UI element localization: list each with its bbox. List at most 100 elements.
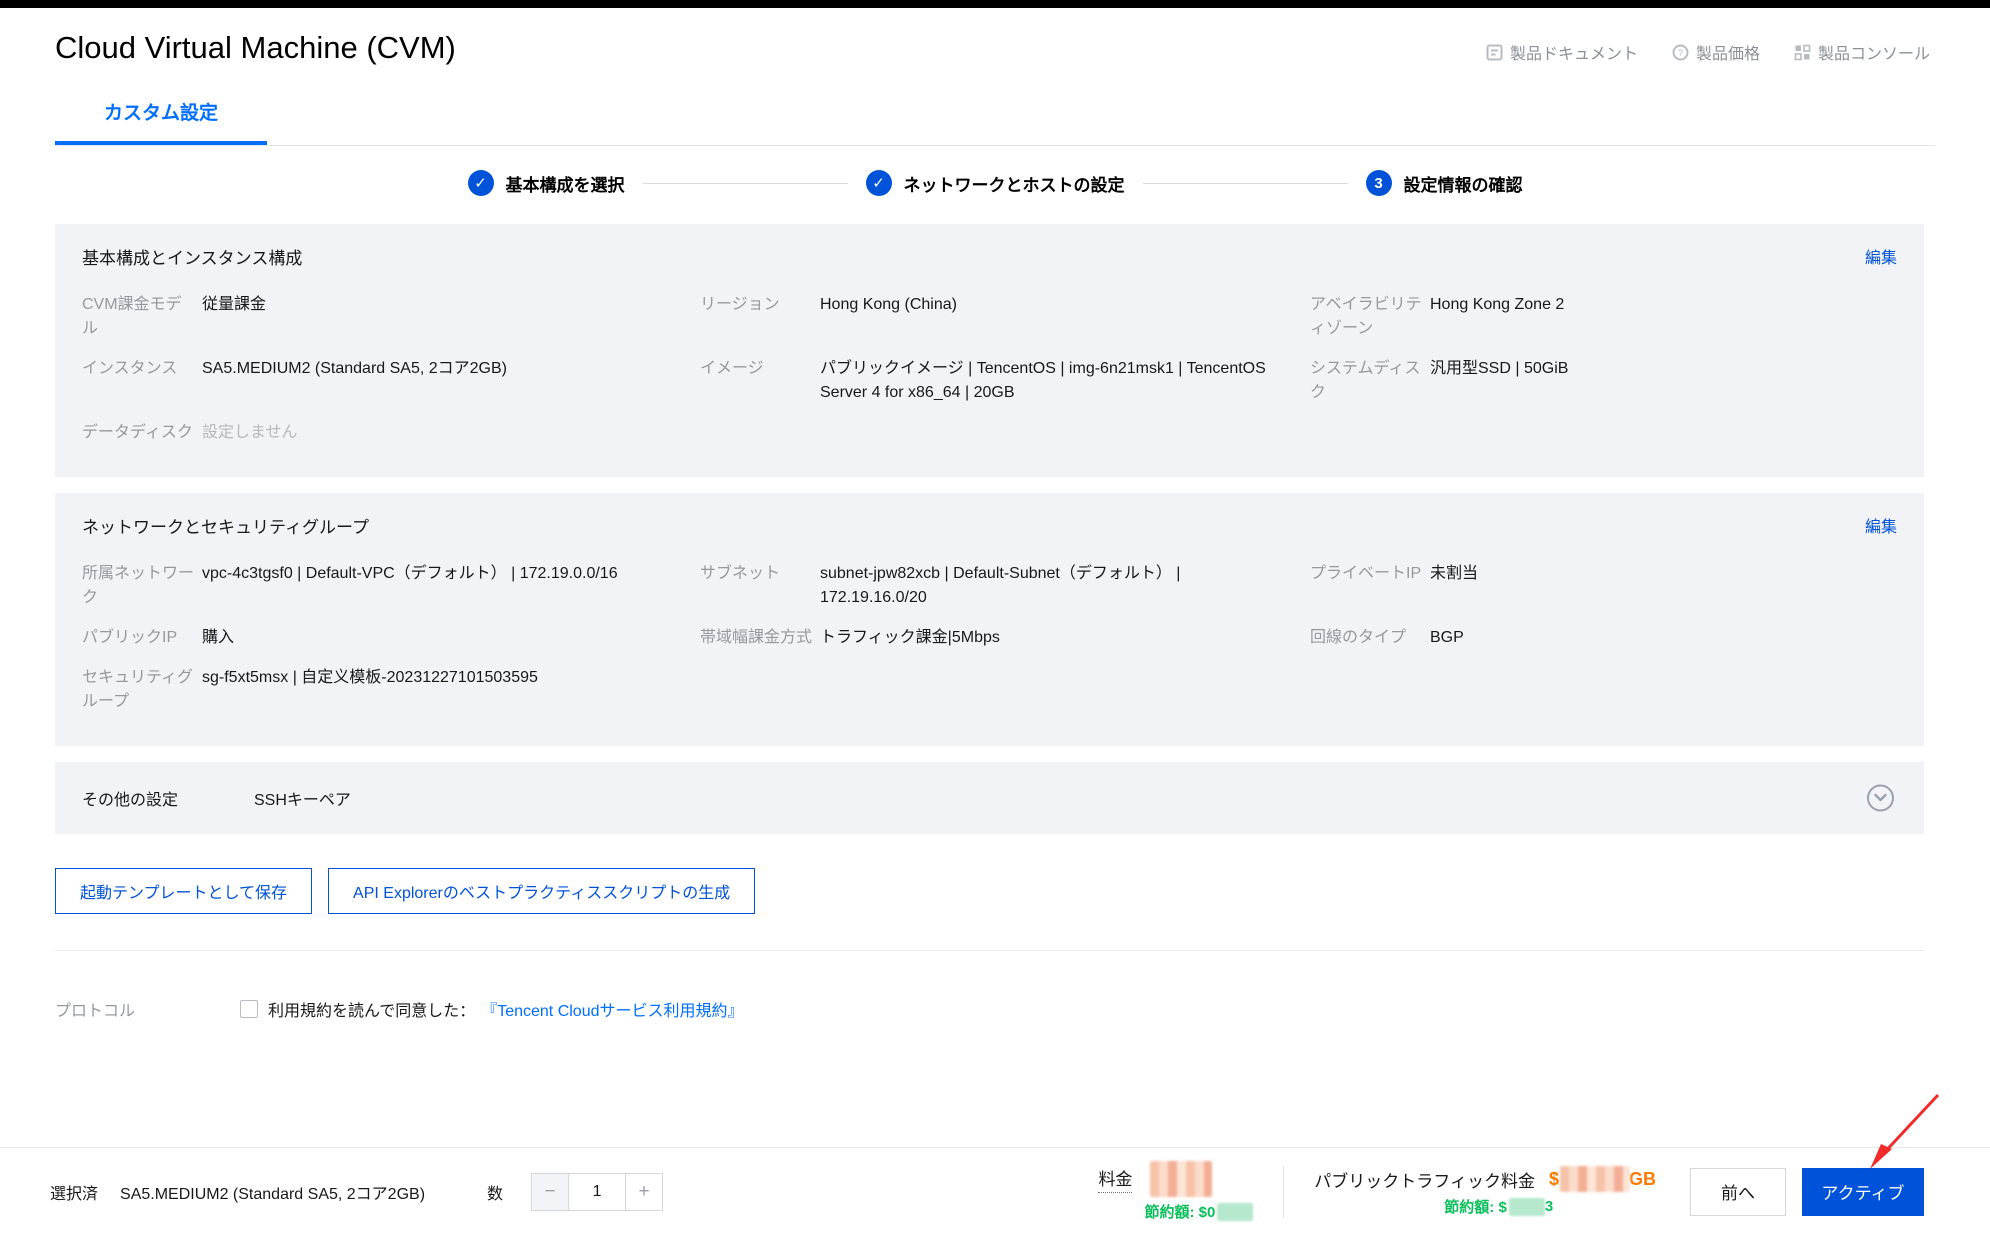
product-docs-link[interactable]: 製品ドキュメント — [1486, 40, 1638, 64]
quantity-input[interactable] — [569, 1172, 626, 1211]
save-launch-template-button[interactable]: 起動テンプレートとして保存 — [55, 868, 313, 914]
selected-instance-value: SA5.MEDIUM2 (Standard SA5, 2コア2GB) — [120, 1185, 426, 1203]
panel1-edit-link[interactable]: 編集 — [1864, 250, 1897, 267]
step3-label: 設定情報の確認 — [1403, 175, 1523, 195]
step-network-host: ✓ ネットワークとホストの設定 — [865, 170, 1125, 196]
panel2-title: ネットワークとセキュリティグループ — [82, 518, 369, 537]
console-grid-icon — [1794, 44, 1811, 61]
chevron-down-icon — [1874, 793, 1887, 803]
page-title: Cloud Virtual Machine (CVM) — [55, 30, 456, 65]
field-value-bandwidth-billing: トラフィック課金|5Mbps — [820, 629, 1000, 646]
footer-right-group: 料金 節約額: $0 パブリックトラフィック料金 $ /GB — [1098, 1161, 1924, 1222]
svg-text:?: ? — [1678, 48, 1683, 58]
step-basic-config: ✓ 基本構成を選択 — [467, 170, 625, 196]
previous-step-button[interactable]: 前へ — [1690, 1167, 1786, 1216]
field-value-image: パブリックイメージ | TencentOS | img-6n21msk1 | T… — [820, 360, 1266, 401]
fee-saving-line: 節約額: $0 — [1144, 1201, 1254, 1222]
agreement-label: プロトコル — [55, 1003, 136, 1020]
document-icon — [1486, 44, 1503, 61]
secondary-actions: 起動テンプレートとして保存 API Explorerのベストプラクティススクリプ… — [55, 868, 1924, 951]
step1-check-icon: ✓ — [467, 170, 494, 196]
agreement-row: プロトコル 利用規約を読んで同意した： 『Tencent Cloudサービス利用… — [55, 997, 1924, 1021]
field-value-billing-mode: 従量課金 — [202, 296, 267, 313]
field-value-vpc: vpc-4c3tgsf0 | Default-VPC（デフォルト） | 172.… — [202, 565, 618, 582]
other-settings-value: SSHキーペア — [254, 792, 351, 809]
selected-label: 選択済 — [50, 1185, 99, 1203]
step-connector — [642, 182, 848, 184]
field-value-instance: SA5.MEDIUM2 (Standard SA5, 2コア2GB) — [202, 360, 508, 377]
agreement-checkbox[interactable] — [240, 1000, 258, 1018]
fee-saving-redacted — [1217, 1202, 1254, 1221]
panel1-row2: インスタンス SA5.MEDIUM2 (Standard SA5, 2コア2GB… — [82, 357, 1897, 405]
field-value-private-ip: 未割当 — [1430, 565, 1479, 582]
tab-custom-settings[interactable]: カスタム設定 — [55, 84, 267, 145]
purchase-footer-bar: 選択済 SA5.MEDIUM2 (Standard SA5, 2コア2GB) 数… — [0, 1147, 1990, 1235]
field-label-line-type: 回線のタイプ — [1310, 629, 1407, 646]
footer-divider — [1283, 1165, 1285, 1218]
other-settings-bar: その他の設定 SSHキーペア — [55, 762, 1924, 834]
terms-of-service-link[interactable]: 『Tencent Cloudサービス利用規約』 — [481, 1003, 744, 1020]
tab-bar: カスタム設定 — [55, 84, 1935, 146]
step-confirm-info: 3 設定情報の確認 — [1365, 170, 1523, 196]
quantity-plus-button[interactable]: + — [625, 1172, 664, 1211]
step3-number: 3 — [1365, 170, 1392, 196]
field-label-public-ip: パブリックIP — [82, 629, 178, 646]
field-label-subnet: サブネット — [700, 565, 781, 582]
field-label-image: イメージ — [700, 360, 764, 377]
quantity-minus-button[interactable]: − — [531, 1172, 570, 1211]
product-pricing-link[interactable]: ? 製品価格 — [1672, 40, 1760, 64]
panel2-row2: パブリックIP 購入 帯域幅課金方式 トラフィック課金|5Mbps 回線のタイプ… — [82, 626, 1897, 650]
traffic-unit: /GB — [1623, 1168, 1656, 1189]
step2-check-icon: ✓ — [865, 170, 892, 196]
traffic-saving-text: 節約額: $ — [1444, 1199, 1507, 1216]
step1-label: 基本構成を選択 — [505, 175, 625, 195]
product-pricing-label: 製品価格 — [1695, 46, 1760, 63]
field-value-security-group: sg-f5xt5msx | 自定义模板-20231227101503595 — [202, 669, 538, 686]
field-value-data-disk: 設定しません — [202, 424, 298, 441]
agreement-text: 利用規約を読んで同意した： — [268, 1003, 476, 1020]
field-label-bandwidth-billing: 帯域幅課金方式 — [700, 629, 813, 646]
field-label-data-disk: データディスク — [82, 424, 193, 441]
panel1-title: 基本構成とインスタンス構成 — [82, 249, 303, 268]
field-value-line-type: BGP — [1430, 629, 1464, 646]
step-connector — [1142, 182, 1348, 184]
question-circle-icon: ? — [1672, 44, 1689, 61]
fee-block: 料金 節約額: $0 — [1098, 1161, 1254, 1222]
other-settings-label: その他の設定 — [82, 792, 179, 809]
field-value-region: Hong Kong (China) — [820, 296, 957, 313]
field-value-public-ip: 購入 — [202, 629, 235, 646]
field-label-instance: インスタンス — [82, 360, 178, 377]
traffic-saving-suffix: 3 — [1544, 1198, 1554, 1215]
traffic-saving-redacted — [1508, 1197, 1545, 1216]
field-label-availability-zone: アベイラビリティゾーン — [1310, 296, 1422, 337]
progress-stepper: ✓ 基本構成を選択 ✓ ネットワークとホストの設定 3 設定情報の確認 — [0, 170, 1990, 196]
step2-label: ネットワークとホストの設定 — [903, 175, 1125, 195]
traffic-fee-label: パブリックトラフィック料金 — [1314, 1171, 1535, 1191]
product-console-label: 製品コンソール — [1817, 46, 1930, 63]
field-label-security-group: セキュリティグループ — [82, 669, 194, 710]
product-console-link[interactable]: 製品コンソール — [1794, 40, 1930, 64]
panel1-row3: データディスク 設定しません — [82, 421, 1897, 445]
field-label-region: リージョン — [700, 296, 780, 313]
header-links: 製品ドキュメント ? 製品価格 製品コンソール — [1486, 40, 1930, 64]
field-label-system-disk: システムディスク — [1310, 360, 1421, 401]
traffic-fee-price: $ /GB — [1549, 1166, 1656, 1192]
panel2-row1: 所属ネットワーク vpc-4c3tgsf0 | Default-VPC（デフォル… — [82, 562, 1897, 610]
field-value-availability-zone: Hong Kong Zone 2 — [1430, 296, 1565, 313]
traffic-amount-redacted — [1559, 1166, 1630, 1192]
field-value-subnet: subnet-jpw82xcb | Default-Subnet（デフォルト） … — [820, 565, 1181, 606]
expand-toggle-button[interactable] — [1867, 784, 1894, 812]
fee-saving-text: 節約額: $0 — [1144, 1204, 1216, 1221]
field-label-private-ip: プライベートIP — [1310, 565, 1422, 582]
api-explorer-script-button[interactable]: API Explorerのベストプラクティススクリプトの生成 — [328, 868, 756, 914]
quantity-label: 数 — [487, 1185, 504, 1203]
product-docs-label: 製品ドキュメント — [1509, 46, 1638, 63]
top-black-bar — [0, 0, 1990, 8]
traffic-currency: $ — [1548, 1168, 1559, 1189]
traffic-saving-line: 節約額: $ 3 — [1444, 1196, 1553, 1217]
fee-label: 料金 — [1098, 1165, 1133, 1193]
panel2-edit-link[interactable]: 編集 — [1864, 519, 1897, 536]
activate-button[interactable]: アクティブ — [1802, 1167, 1924, 1216]
traffic-fee-block: パブリックトラフィック料金 $ /GB 節約額: $ 3 — [1314, 1166, 1656, 1217]
panel-network-security: ネットワークとセキュリティグループ 編集 所属ネットワーク vpc-4c3tgs… — [55, 493, 1924, 746]
